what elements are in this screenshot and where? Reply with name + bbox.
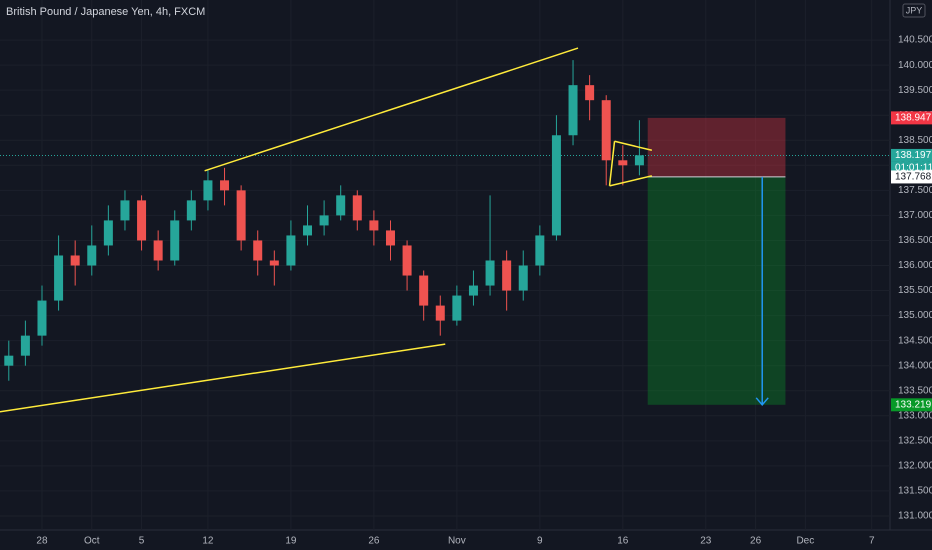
y-tick-label: 138.500 <box>898 135 932 146</box>
candle-body <box>269 260 279 266</box>
candle-body <box>518 265 528 291</box>
current-price-label: 138.197 <box>895 150 932 161</box>
y-tick-label: 140.000 <box>898 60 932 71</box>
y-tick-label: 135.500 <box>898 285 932 296</box>
candle-body <box>236 190 246 241</box>
candle-body <box>369 220 379 231</box>
candle-body <box>336 195 346 216</box>
y-tick-label: 136.000 <box>898 260 932 271</box>
candle-body <box>170 220 180 261</box>
arrow-head <box>755 397 769 406</box>
y-tick-label: 134.000 <box>898 360 932 371</box>
candle-body <box>535 235 545 266</box>
y-tick-label: 133.500 <box>898 385 932 396</box>
entry-label: 137.768 <box>895 172 932 183</box>
y-tick-label: 139.500 <box>898 85 932 96</box>
x-tick-label: 26 <box>750 536 762 547</box>
candle-body <box>568 85 578 136</box>
candle-body <box>319 215 329 226</box>
candle-body <box>286 235 296 266</box>
candle-body <box>435 305 445 321</box>
candle-body <box>186 200 196 221</box>
x-tick-label: 28 <box>36 536 48 547</box>
y-tick-label: 136.500 <box>898 235 932 246</box>
x-tick-label: Dec <box>796 536 814 547</box>
target-label-bg <box>891 398 932 412</box>
candle-body <box>120 200 130 221</box>
candle-body <box>502 260 512 291</box>
chart-title: British Pound / Japanese Yen, 4h, FXCM <box>6 6 205 18</box>
y-tick-label: 137.000 <box>898 210 932 221</box>
y-tick-label: 132.000 <box>898 461 932 472</box>
y-tick-label: 131.000 <box>898 511 932 522</box>
candle-body <box>303 225 313 236</box>
y-tick-label: 137.500 <box>898 185 932 196</box>
candle-body <box>468 285 478 296</box>
candle-body <box>153 240 163 261</box>
trendline <box>0 343 446 413</box>
y-tick-label: 131.500 <box>898 486 932 497</box>
candle-body <box>385 230 395 246</box>
candle-body <box>352 195 362 221</box>
candle-body <box>20 335 30 356</box>
x-tick-label: 9 <box>537 536 543 547</box>
y-tick-label: 134.500 <box>898 335 932 346</box>
x-tick-label: 7 <box>869 536 875 547</box>
candle-body <box>70 255 80 266</box>
countdown: 01:01:11 <box>895 163 932 174</box>
x-tick-label: Oct <box>84 536 100 547</box>
plot <box>0 47 890 413</box>
x-tick-label: 26 <box>368 536 380 547</box>
stop-label-bg <box>891 111 932 125</box>
x-tick-label: 19 <box>285 536 297 547</box>
candle-body <box>137 200 147 241</box>
candle-body <box>253 240 263 261</box>
candle-body <box>419 275 429 306</box>
currency-label: JPY <box>906 5 923 15</box>
candle-body <box>585 85 595 101</box>
x-tick-label: 12 <box>202 536 214 547</box>
x-tick-label: 5 <box>139 536 145 547</box>
candle-body <box>203 180 213 201</box>
trendline <box>614 140 653 152</box>
entry-label-bg <box>891 170 932 184</box>
candle-body <box>220 180 230 191</box>
current-price-label-bg <box>891 148 932 162</box>
stop-zone <box>647 117 786 177</box>
candle-body <box>37 300 47 336</box>
candle-body <box>452 295 462 321</box>
candle-body <box>402 245 412 276</box>
y-tick-label: 140.500 <box>898 35 932 46</box>
candle-body <box>634 155 644 166</box>
y-tick-label: 133.000 <box>898 410 932 421</box>
currency-box <box>902 3 926 18</box>
candle-body <box>485 260 495 286</box>
candle-body <box>601 100 611 161</box>
trendline <box>609 175 653 187</box>
stop-label: 138.947 <box>895 113 932 124</box>
candle-body <box>87 245 97 266</box>
target-label: 133.219 <box>895 399 932 410</box>
candle-body <box>54 255 64 301</box>
trendline <box>608 141 616 186</box>
x-tick-label: 23 <box>700 536 712 547</box>
x-tick-label: Nov <box>448 536 466 547</box>
candle-body <box>551 135 561 236</box>
y-tick-label: 135.000 <box>898 310 932 321</box>
x-tick-label: 16 <box>617 536 629 547</box>
trendline <box>204 47 579 172</box>
candle-body <box>103 220 113 246</box>
candle-body <box>4 355 14 366</box>
target-zone <box>647 176 786 405</box>
y-tick-label: 132.500 <box>898 435 932 446</box>
candle-body <box>618 160 628 166</box>
